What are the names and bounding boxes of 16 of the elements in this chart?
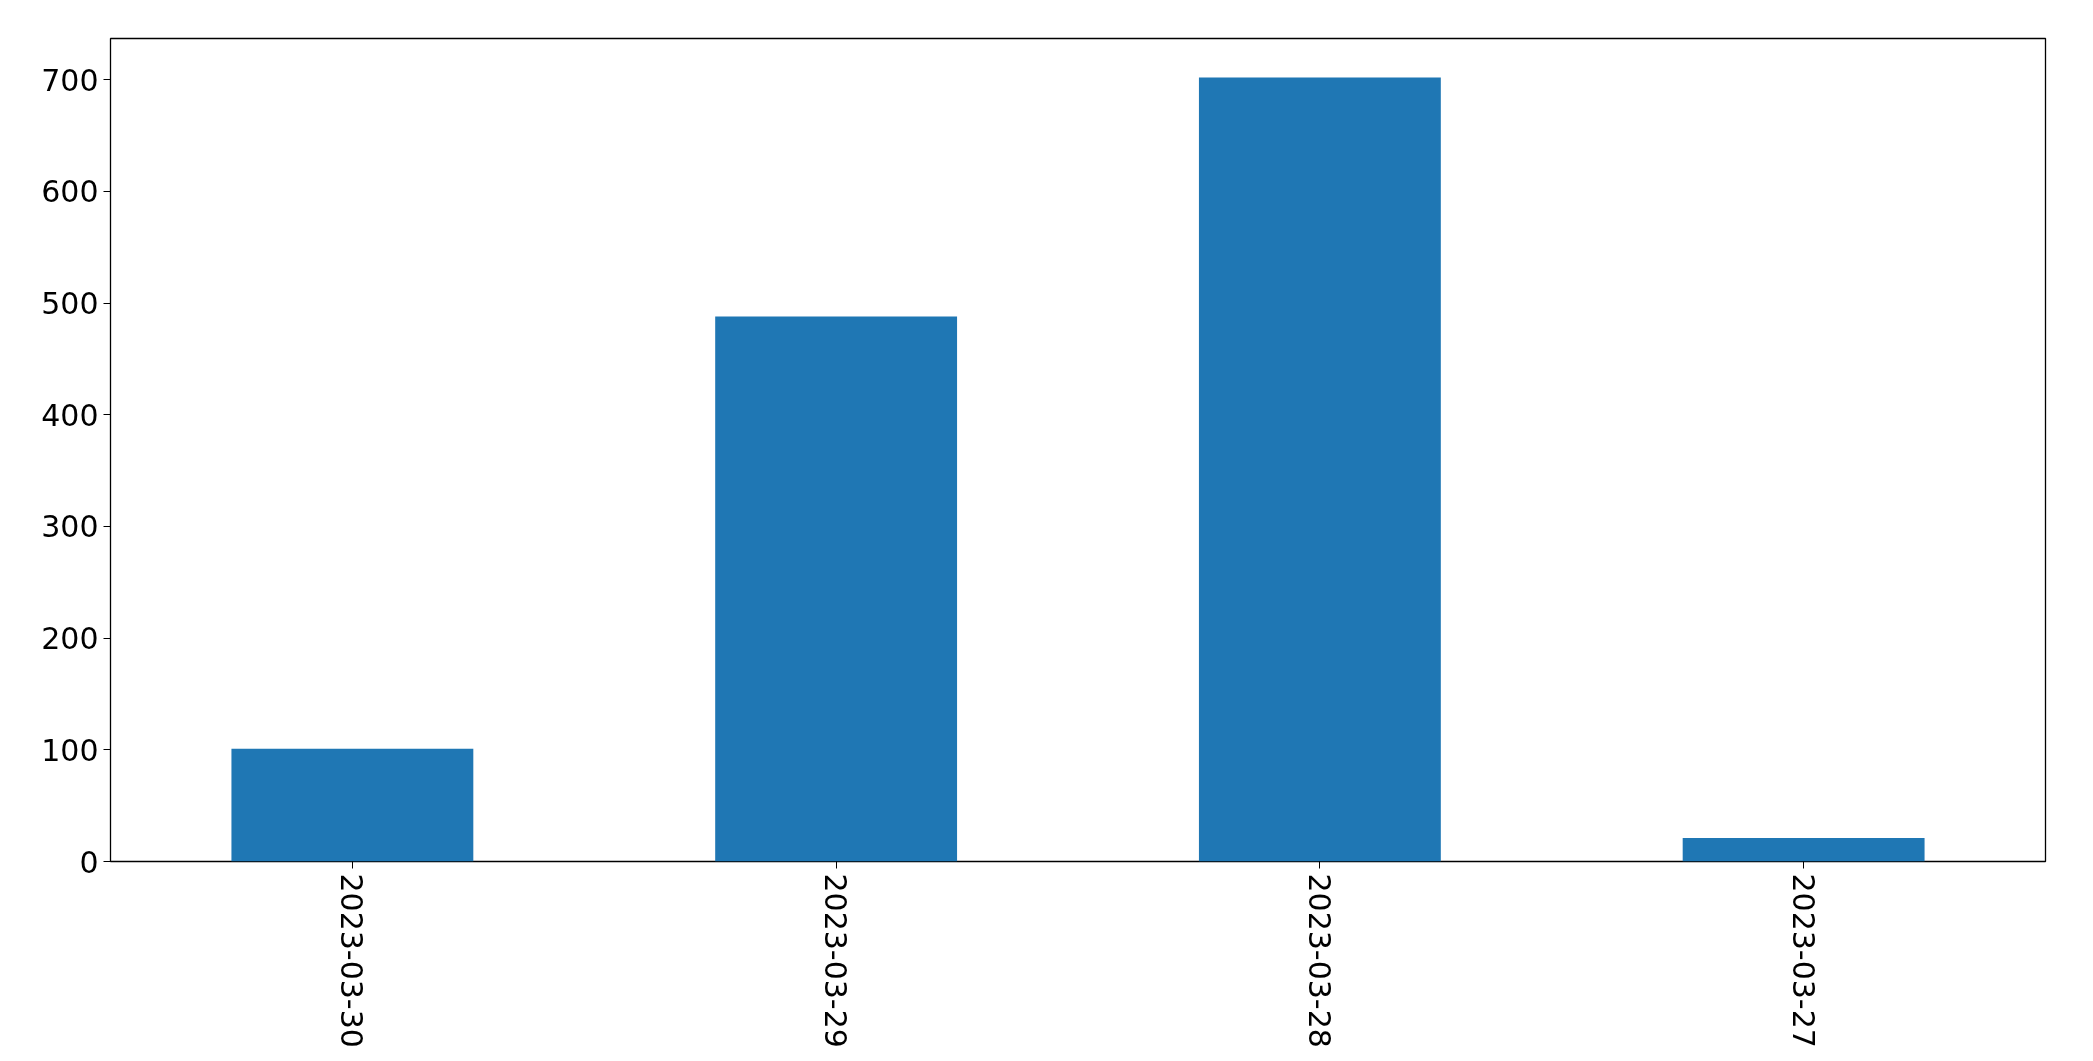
bar [1682, 838, 1925, 862]
y-tick-label: 100 [41, 732, 99, 768]
bar [1198, 77, 1441, 862]
bar [715, 316, 958, 862]
y-tick-label: 500 [41, 286, 99, 322]
y-tick-label: 0 [79, 844, 99, 880]
x-tick-label: 2023-03-29 [818, 873, 854, 1048]
y-tick-label: 700 [41, 62, 99, 98]
x-tick-label: 2023-03-30 [334, 873, 370, 1048]
y-tick-label: 600 [41, 174, 99, 210]
x-tick-label: 2023-03-28 [1301, 873, 1337, 1048]
y-tick-label: 300 [41, 509, 99, 545]
bar [231, 748, 474, 862]
x-tick-label: 2023-03-27 [1785, 873, 1821, 1048]
y-tick-label: 200 [41, 621, 99, 657]
y-tick-label: 400 [41, 397, 99, 433]
